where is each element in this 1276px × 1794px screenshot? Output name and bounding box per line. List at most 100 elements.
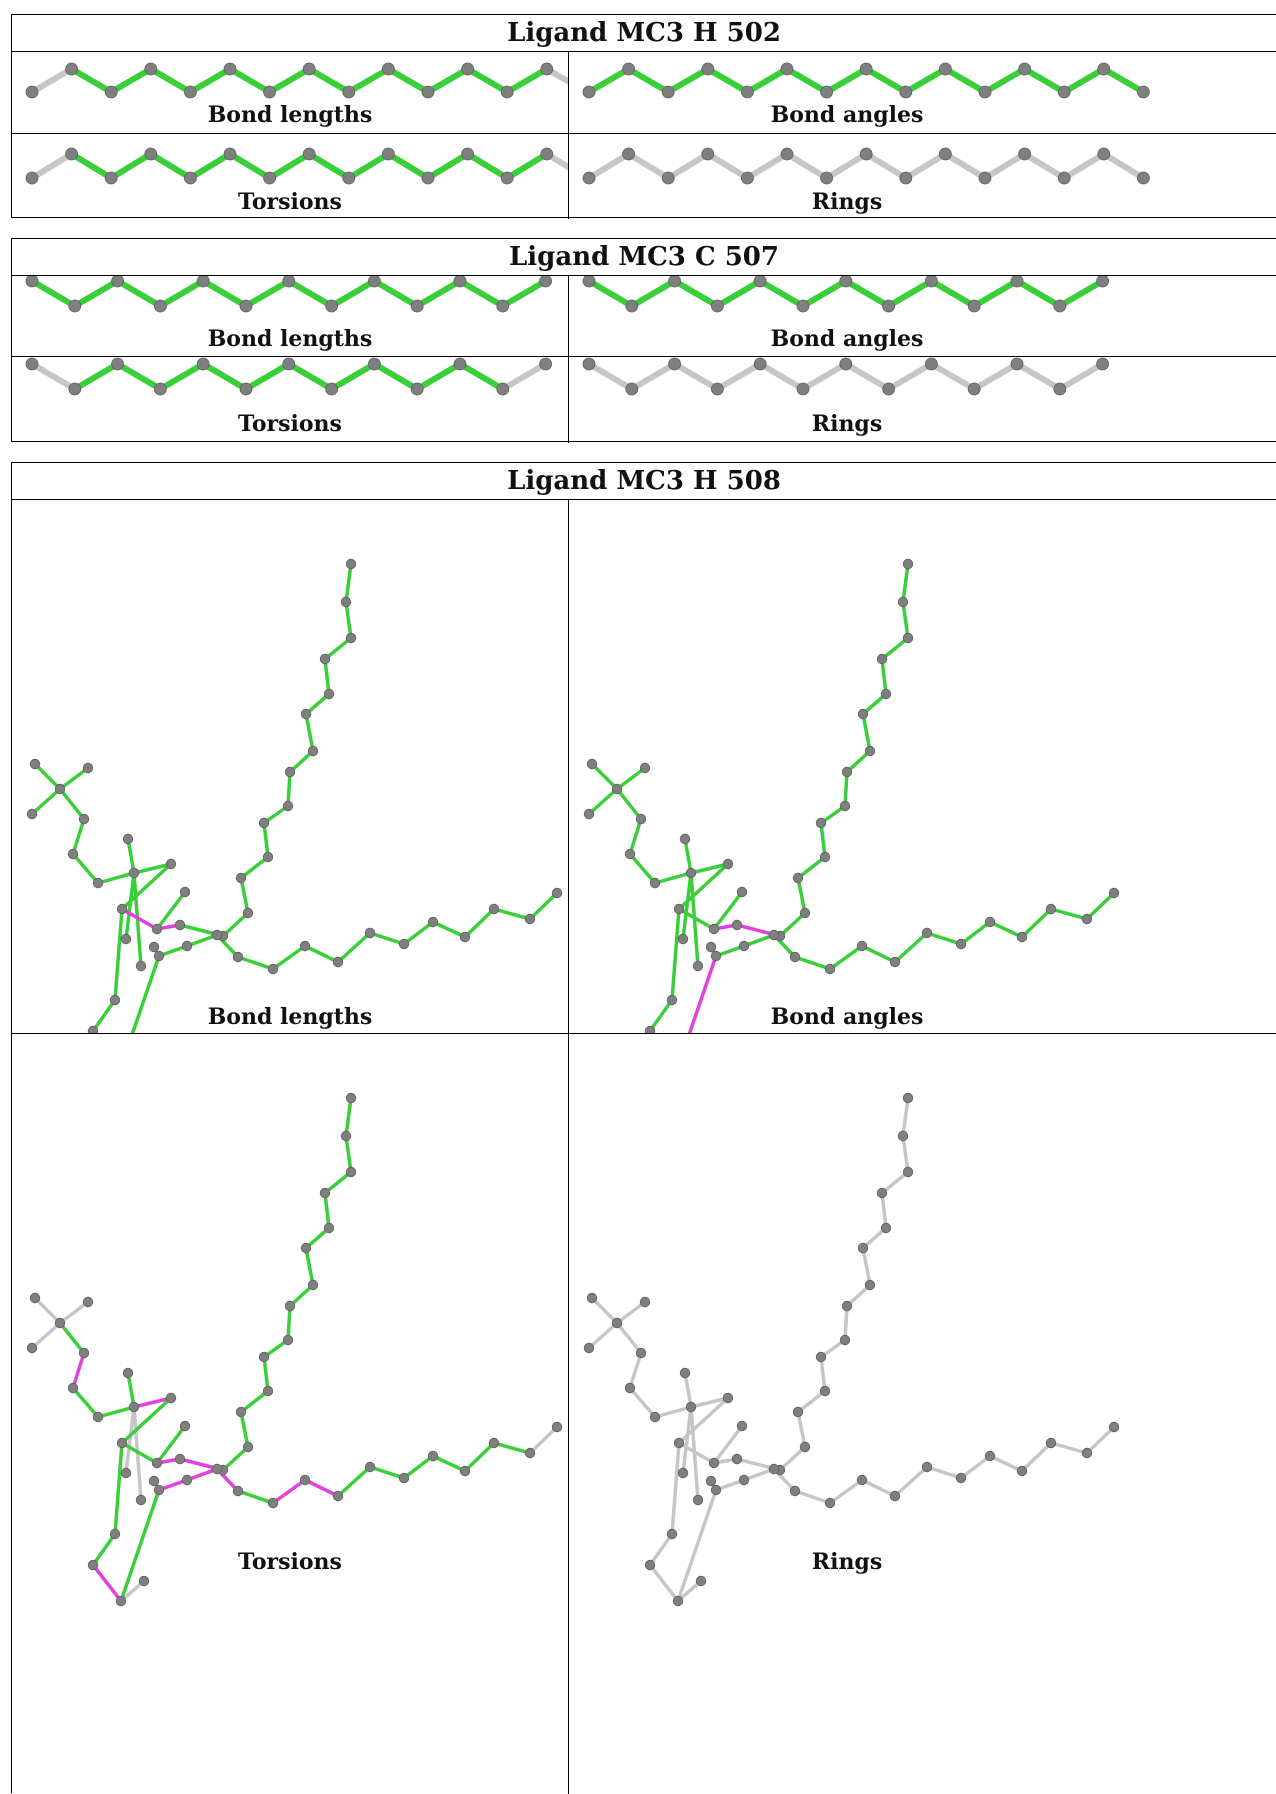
panel-bond-angles: Bond angles <box>569 500 1276 1033</box>
bond <box>885 361 935 392</box>
bond <box>157 278 207 309</box>
atom <box>864 745 876 757</box>
bond <box>1061 66 1107 95</box>
bond <box>1100 66 1147 95</box>
bond <box>625 151 672 181</box>
atom <box>984 1450 996 1462</box>
bond <box>744 151 790 181</box>
atom <box>239 382 253 396</box>
atom <box>736 1420 748 1432</box>
bond <box>681 1405 693 1475</box>
bond <box>126 837 136 875</box>
atom <box>1096 357 1109 371</box>
bond <box>71 1351 86 1390</box>
atom <box>232 1485 244 1497</box>
bond <box>796 876 807 915</box>
bond <box>30 787 62 816</box>
bond <box>902 151 949 181</box>
atom <box>148 1475 160 1487</box>
atom <box>710 1484 722 1496</box>
divider <box>568 51 569 219</box>
atom <box>258 1351 270 1363</box>
atom <box>398 1472 410 1484</box>
bond <box>33 1296 62 1325</box>
atom <box>677 933 689 945</box>
atom <box>753 276 767 288</box>
bond <box>385 151 431 181</box>
atom <box>211 929 223 941</box>
atom <box>496 382 510 396</box>
atom <box>624 1382 636 1394</box>
atom <box>582 276 596 288</box>
atom <box>666 1528 678 1540</box>
bond <box>683 1371 693 1409</box>
atom <box>540 147 554 161</box>
atom <box>1097 147 1111 161</box>
block-title: Ligand MC3 C 507 <box>12 239 1276 276</box>
atom <box>211 1463 223 1475</box>
atom <box>649 1411 661 1423</box>
bond <box>819 1355 827 1393</box>
bond <box>676 1488 718 1603</box>
bond <box>504 151 550 181</box>
molecule-view <box>26 1092 563 1607</box>
bond <box>345 66 392 95</box>
atom <box>307 1279 319 1291</box>
atom <box>332 1490 344 1502</box>
atom <box>925 276 938 288</box>
bond <box>880 657 888 696</box>
bond <box>120 907 159 931</box>
atom <box>768 929 780 941</box>
bond <box>1014 278 1063 309</box>
bond <box>528 891 559 921</box>
atom <box>635 813 647 825</box>
bond <box>988 1454 1024 1473</box>
atom <box>282 357 296 371</box>
atom <box>635 1347 647 1359</box>
atom <box>582 357 596 371</box>
bond <box>371 278 421 309</box>
bond <box>800 361 849 392</box>
bond <box>683 837 693 875</box>
atom <box>889 956 901 968</box>
bond <box>823 66 870 95</box>
bond <box>130 954 161 1033</box>
bond <box>587 1321 619 1350</box>
atom <box>839 276 853 288</box>
bond <box>271 944 307 971</box>
bond <box>68 66 115 95</box>
bond <box>704 66 751 95</box>
bond <box>29 278 78 309</box>
molecule-view <box>25 147 568 185</box>
atom <box>427 1450 439 1462</box>
atom <box>235 1406 247 1418</box>
bond <box>742 1467 776 1482</box>
bond <box>463 1441 496 1473</box>
atom <box>679 1367 691 1379</box>
bond <box>239 876 250 915</box>
atom <box>839 357 853 371</box>
bond <box>266 151 313 181</box>
atom <box>583 808 595 820</box>
bond <box>336 1465 372 1498</box>
panel-caption: Bond lengths <box>207 102 373 128</box>
atom <box>685 1401 697 1413</box>
atom <box>738 940 750 952</box>
bond <box>615 766 647 791</box>
atom <box>540 62 554 76</box>
atom <box>302 62 316 76</box>
atom <box>859 62 873 76</box>
atom <box>54 1317 66 1329</box>
atom <box>859 147 873 161</box>
panel-caption: Bond angles <box>770 102 924 128</box>
bond <box>971 278 1020 309</box>
bond <box>704 151 751 181</box>
bond <box>221 1445 250 1472</box>
atom <box>722 1392 734 1404</box>
bond <box>185 933 219 948</box>
atom <box>120 933 132 945</box>
atom <box>223 62 237 76</box>
atom <box>984 916 996 928</box>
atom <box>685 867 697 879</box>
bond <box>778 1445 807 1472</box>
